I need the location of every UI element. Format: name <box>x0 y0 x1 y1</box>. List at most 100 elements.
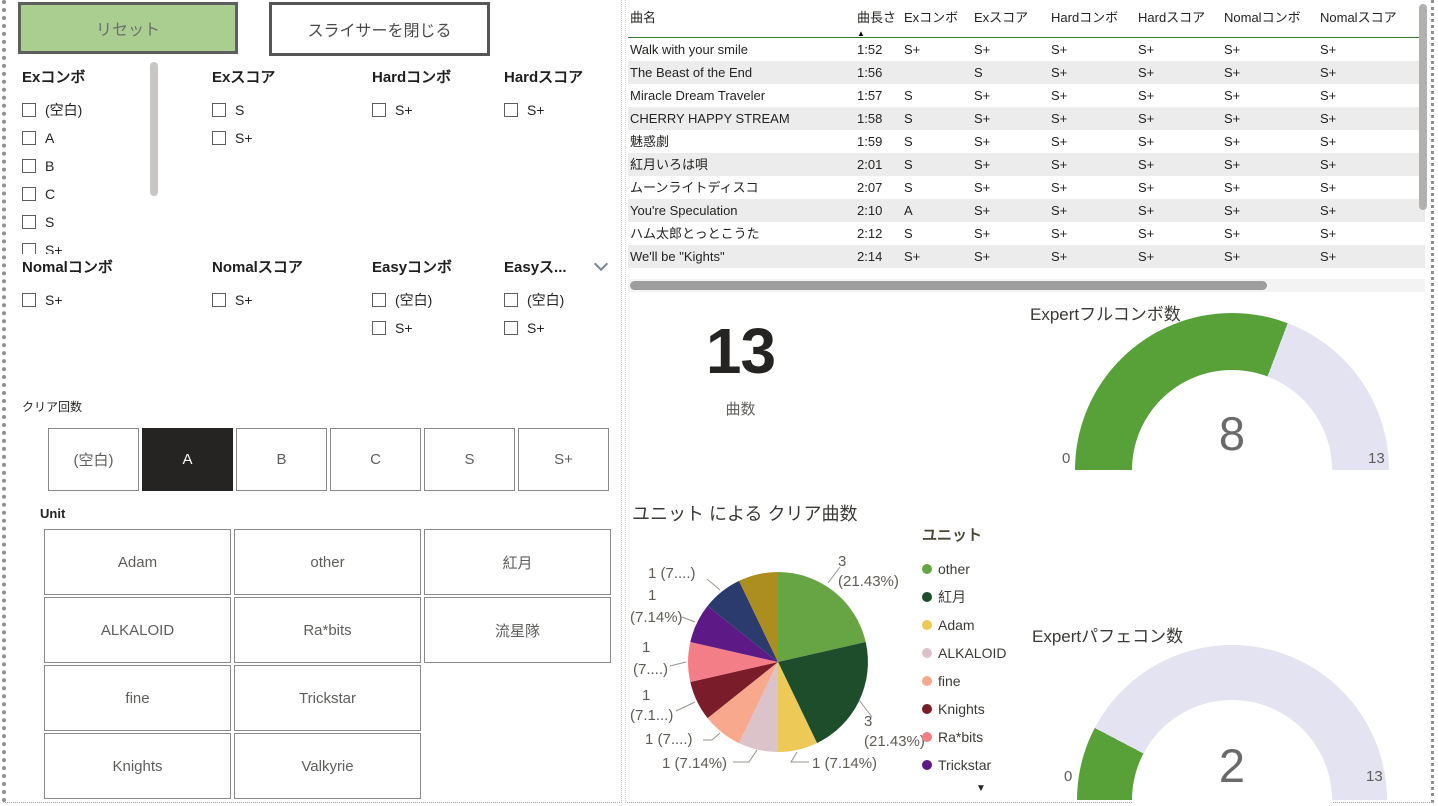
table-horizontal-scrollbar-thumb[interactable] <box>630 281 1267 290</box>
checkbox-unchecked[interactable] <box>504 293 518 307</box>
checkbox-unchecked[interactable] <box>212 131 226 145</box>
slicer-option-S[interactable]: S <box>212 96 372 124</box>
clear-count-button-A[interactable]: A <box>142 428 233 491</box>
checkbox-unchecked[interactable] <box>22 243 36 254</box>
checkbox-unchecked[interactable] <box>372 103 386 117</box>
column-header-曲長さ[interactable]: 曲長さ ▲ <box>855 7 902 37</box>
table-row[interactable]: We'll be "Kights" 2:14 S+ S+ S+ S+ S+ S+ <box>628 245 1425 268</box>
column-header-Exコンボ[interactable]: Exコンボ <box>904 10 959 25</box>
unit-button-Trickstar[interactable]: Trickstar <box>234 665 421 731</box>
checkbox-unchecked[interactable] <box>212 103 226 117</box>
gauge-perfect-title: Expertパフェコン数 <box>1032 627 1184 646</box>
pie-data-label: 1 (7....) <box>645 731 693 748</box>
pie-slice-Valkyrie[interactable] <box>707 580 778 662</box>
checkbox-unchecked[interactable] <box>22 131 36 145</box>
legend-item-Trickstar[interactable]: Trickstar <box>922 751 1040 779</box>
slicer-option-label: S+ <box>395 320 413 336</box>
pie-data-label: (7....) <box>633 661 668 678</box>
slicer-option-S+[interactable]: S+ <box>504 314 624 342</box>
table-horizontal-scrollbar[interactable] <box>628 279 1425 292</box>
unit-button-Valkyrie[interactable]: Valkyrie <box>234 733 421 799</box>
table-row[interactable]: The Beast of the End 1:56 S S+ S+ S+ S+ <box>628 61 1425 84</box>
checkbox-unchecked[interactable] <box>372 293 386 307</box>
checkbox-unchecked[interactable] <box>22 293 36 307</box>
slicer-items: S+ <box>22 286 212 314</box>
unit-button-other[interactable]: other <box>234 529 421 595</box>
clear-count-button-B[interactable]: B <box>236 428 327 491</box>
table-cell: S+ <box>1051 180 1068 195</box>
table-cell: 2:10 <box>857 203 883 218</box>
unit-button-ALKALOID[interactable]: ALKALOID <box>44 597 231 663</box>
close-slicer-button[interactable]: スライサーを閉じる <box>269 2 490 56</box>
clear-count-button-(空白)[interactable]: (空白) <box>48 428 139 491</box>
table-row[interactable]: 魅惑劇 1:59 S S+ S+ S+ S+ S+ <box>628 130 1425 153</box>
table-row[interactable]: CHERRY HAPPY STREAM 1:58 S S+ S+ S+ S+ S+ <box>628 107 1425 130</box>
pie-slice-流星隊[interactable] <box>739 572 778 662</box>
clear-count-button-S[interactable]: S <box>424 428 515 491</box>
legend-item-Knights[interactable]: Knights <box>922 695 1040 723</box>
pie-slice-fine[interactable] <box>707 662 778 744</box>
column-header-曲名[interactable]: 曲名 <box>630 10 657 25</box>
slicer-option-S+[interactable]: S+ <box>372 314 504 342</box>
table-row[interactable]: Miracle Dream Traveler 1:57 S S+ S+ S+ S+ S+ <box>628 84 1425 107</box>
slicer-scrollbar[interactable] <box>150 62 158 196</box>
slicer-option-S+[interactable]: S+ <box>22 286 212 314</box>
pie-slice-Knights[interactable] <box>690 662 778 719</box>
checkbox-unchecked[interactable] <box>504 321 518 335</box>
clear-count-button-S+[interactable]: S+ <box>518 428 609 491</box>
checkbox-unchecked[interactable] <box>22 103 36 117</box>
table-row[interactable]: ハム太郎とっとこうた 2:12 S S+ S+ S+ S+ S+ <box>628 222 1425 245</box>
unit-button-Adam[interactable]: Adam <box>44 529 231 595</box>
checkbox-unchecked[interactable] <box>22 215 36 229</box>
slicer-option-(空白)[interactable]: (空白) <box>372 286 504 314</box>
slicer-option-S[interactable]: S <box>22 208 212 236</box>
checkbox-unchecked[interactable] <box>22 159 36 173</box>
column-header-Hardスコア[interactable]: Hardスコア <box>1138 10 1206 25</box>
slicer-option-S+[interactable]: S+ <box>372 96 504 124</box>
checkbox-unchecked[interactable] <box>504 103 518 117</box>
clear-count-button-C[interactable]: C <box>330 428 421 491</box>
table-row[interactable]: Walk with your smile 1:52 S+ S+ S+ S+ S+ S+ <box>628 38 1425 61</box>
slicer-option-A[interactable]: A <box>22 124 212 152</box>
slicer-option-(空白)[interactable]: (空白) <box>504 286 624 314</box>
slicer-option-S+[interactable]: S+ <box>22 236 212 254</box>
column-header-Nomalスコア[interactable]: Nomalスコア <box>1320 10 1397 25</box>
pie-slice-ALKALOID[interactable] <box>739 662 778 752</box>
pie-slice-Trickstar[interactable] <box>690 605 778 662</box>
table-row[interactable]: You're Speculation 2:10 A S+ S+ S+ S+ S+ <box>628 199 1425 222</box>
legend-scroll-down-icon[interactable]: ▼ <box>976 783 986 794</box>
legend-item-Adam[interactable]: Adam <box>922 611 1040 639</box>
pie-slice-Adam[interactable] <box>778 662 817 752</box>
pie-slice-Ra*bits[interactable] <box>688 642 778 682</box>
unit-button-Ra*bits[interactable]: Ra*bits <box>234 597 421 663</box>
slicer-option-B[interactable]: B <box>22 152 212 180</box>
legend-item-Ra*bits[interactable]: Ra*bits <box>922 723 1040 751</box>
unit-buttons: Adam other 紅月 ALKALOID Ra*bits 流星隊 fine Trickst… <box>44 529 611 799</box>
pie-slice-紅月[interactable] <box>778 642 868 744</box>
legend-item-紅月[interactable]: 紅月 <box>922 583 1040 611</box>
checkbox-unchecked[interactable] <box>22 187 36 201</box>
unit-button-紅月[interactable]: 紅月 <box>424 529 611 595</box>
slicer-option-(空白)[interactable]: (空白) <box>22 96 212 124</box>
unit-button-fine[interactable]: fine <box>44 665 231 731</box>
unit-button-流星隊[interactable]: 流星隊 <box>424 597 611 663</box>
legend-item-other[interactable]: other <box>922 555 1040 583</box>
slicer-option-S+[interactable]: S+ <box>212 124 372 152</box>
table-row[interactable]: 紅月いろは唄 2:01 S S+ S+ S+ S+ S+ <box>628 153 1425 176</box>
column-header-Nomalコンボ[interactable]: Nomalコンボ <box>1224 10 1301 25</box>
checkbox-unchecked[interactable] <box>372 321 386 335</box>
pie-data-label: 1 (7....) <box>648 565 696 582</box>
unit-button-Knights[interactable]: Knights <box>44 733 231 799</box>
column-header-Hardコンボ[interactable]: Hardコンボ <box>1051 10 1119 25</box>
table-row[interactable]: ムーンライトディスコ 2:07 S S+ S+ S+ S+ S+ <box>628 176 1425 199</box>
column-header-Exスコア[interactable]: Exスコア <box>974 10 1029 25</box>
slicer-option-S+[interactable]: S+ <box>212 286 372 314</box>
reset-button[interactable]: リセット <box>18 2 238 54</box>
pie-slice-other[interactable] <box>778 572 866 662</box>
checkbox-unchecked[interactable] <box>212 293 226 307</box>
slicer-option-C[interactable]: C <box>22 180 212 208</box>
slicer-option-S+[interactable]: S+ <box>504 96 624 124</box>
table-vertical-scrollbar[interactable] <box>1419 4 1427 210</box>
legend-item-fine[interactable]: fine <box>922 667 1040 695</box>
legend-item-ALKALOID[interactable]: ALKALOID <box>922 639 1040 667</box>
